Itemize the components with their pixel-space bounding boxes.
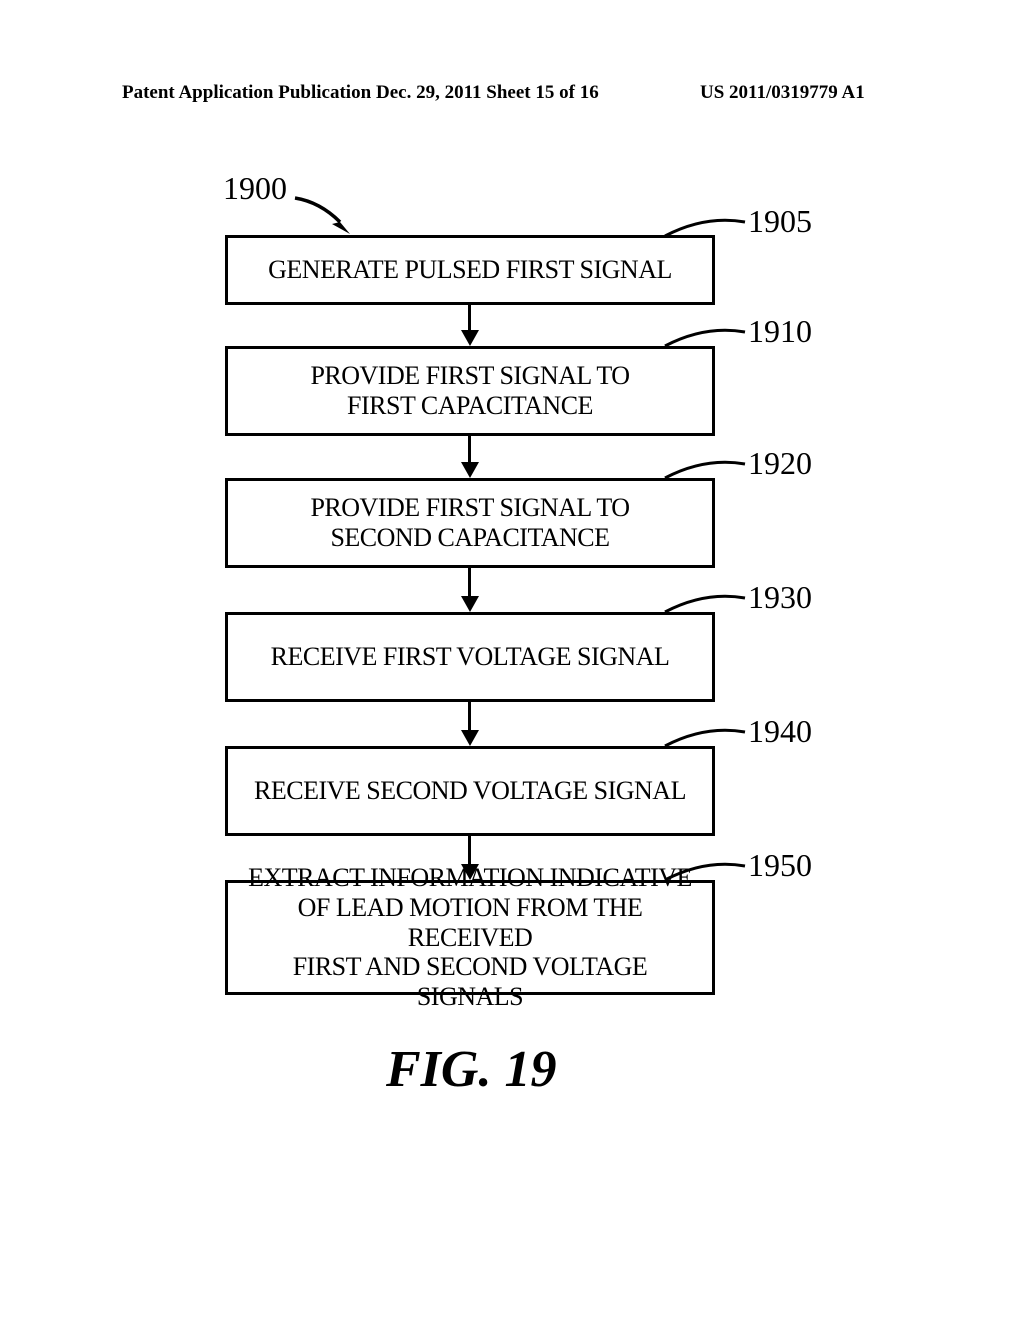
node-label-1910: 1910 xyxy=(748,313,812,350)
flowchart-node-1950: EXTRACT INFORMATION INDICATIVEOF LEAD MO… xyxy=(225,880,715,995)
node-text: RECEIVE FIRST VOLTAGE SIGNAL xyxy=(271,642,670,672)
edge-arrow-head-icon xyxy=(461,596,479,612)
edge-arrow-line xyxy=(468,436,471,464)
edge-arrow-line xyxy=(468,568,471,598)
node-text: GENERATE PULSED FIRST SIGNAL xyxy=(268,255,672,285)
node-label-1920: 1920 xyxy=(748,445,812,482)
flowchart-node-1910: PROVIDE FIRST SIGNAL TOFIRST CAPACITANCE xyxy=(225,346,715,436)
figure-caption: FIG. 19 xyxy=(386,1040,556,1099)
node-label-1940: 1940 xyxy=(748,713,812,750)
edge-arrow-head-icon xyxy=(461,330,479,346)
node-text: PROVIDE FIRST SIGNAL TOFIRST CAPACITANCE xyxy=(310,361,629,421)
edge-arrow-line xyxy=(468,702,471,732)
flowchart-node-1930: RECEIVE FIRST VOLTAGE SIGNAL xyxy=(225,612,715,702)
node-text: EXTRACT INFORMATION INDICATIVEOF LEAD MO… xyxy=(238,863,702,1012)
header-center: Dec. 29, 2011 Sheet 15 of 16 xyxy=(376,82,599,104)
node-label-1930: 1930 xyxy=(748,579,812,616)
node-label-1950: 1950 xyxy=(748,847,812,884)
edge-arrow-line xyxy=(468,305,471,331)
header-left: Patent Application Publication xyxy=(122,82,371,104)
edge-arrow-head-icon xyxy=(461,864,479,880)
flowchart-node-1920: PROVIDE FIRST SIGNAL TOSECOND CAPACITANC… xyxy=(225,478,715,568)
edge-arrow-head-icon xyxy=(461,730,479,746)
flowchart-reference-label: 1900 xyxy=(223,170,287,207)
node-text: RECEIVE SECOND VOLTAGE SIGNAL xyxy=(254,776,686,806)
node-text: PROVIDE FIRST SIGNAL TOSECOND CAPACITANC… xyxy=(310,493,629,553)
flowchart-node-1905: GENERATE PULSED FIRST SIGNAL xyxy=(225,235,715,305)
edge-arrow-line xyxy=(468,836,471,866)
reference-arrow-icon xyxy=(290,180,370,240)
edge-arrow-head-icon xyxy=(461,462,479,478)
header-right: US 2011/0319779 A1 xyxy=(700,82,865,104)
flowchart-node-1940: RECEIVE SECOND VOLTAGE SIGNAL xyxy=(225,746,715,836)
node-label-1905: 1905 xyxy=(748,203,812,240)
